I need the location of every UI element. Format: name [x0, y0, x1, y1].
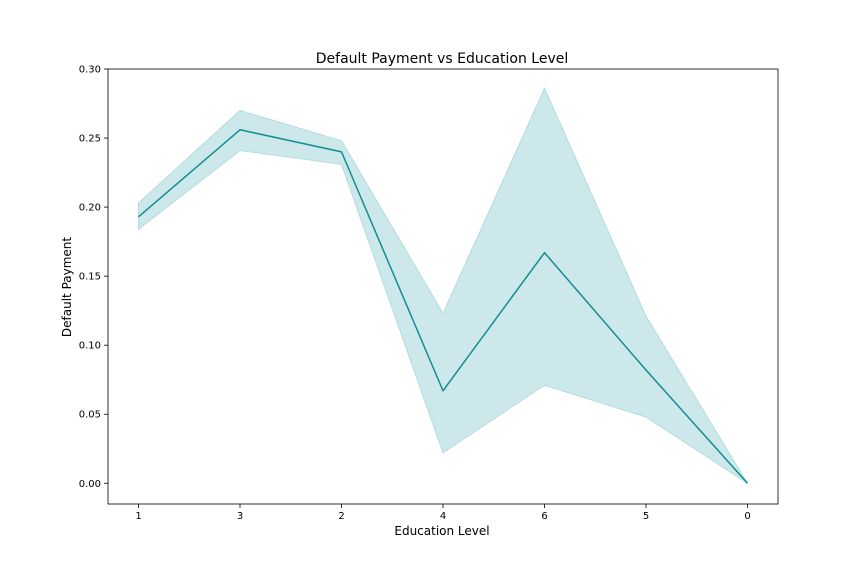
x-tick-label: 3 — [237, 511, 243, 522]
x-tick-label: 5 — [643, 511, 649, 522]
y-axis-label: Default Payment — [60, 237, 74, 337]
y-tick-label: 0.20 — [79, 203, 101, 214]
y-tick-label: 0.05 — [79, 410, 101, 421]
confidence-band — [138, 87, 748, 484]
chart-title: Default Payment vs Education Level — [316, 51, 568, 67]
y-tick-label: 0.30 — [79, 65, 101, 76]
y-tick-label: 0.10 — [79, 341, 101, 352]
x-tick-label: 2 — [338, 511, 344, 522]
y-tick-label: 0.00 — [79, 479, 101, 490]
x-tick-label: 6 — [541, 511, 547, 522]
y-tick-label: 0.15 — [79, 272, 101, 283]
x-tick-label: 1 — [135, 511, 141, 522]
x-tick-label: 4 — [440, 511, 446, 522]
x-tick-label: 0 — [744, 511, 750, 522]
plot-area: 1 3 2 4 6 5 0 0.00 0.05 0.10 0.15 0.20 0.25 0.30 — [79, 65, 779, 522]
x-axis-label: Education Level — [394, 524, 489, 538]
y-tick-label: 0.25 — [79, 134, 101, 145]
